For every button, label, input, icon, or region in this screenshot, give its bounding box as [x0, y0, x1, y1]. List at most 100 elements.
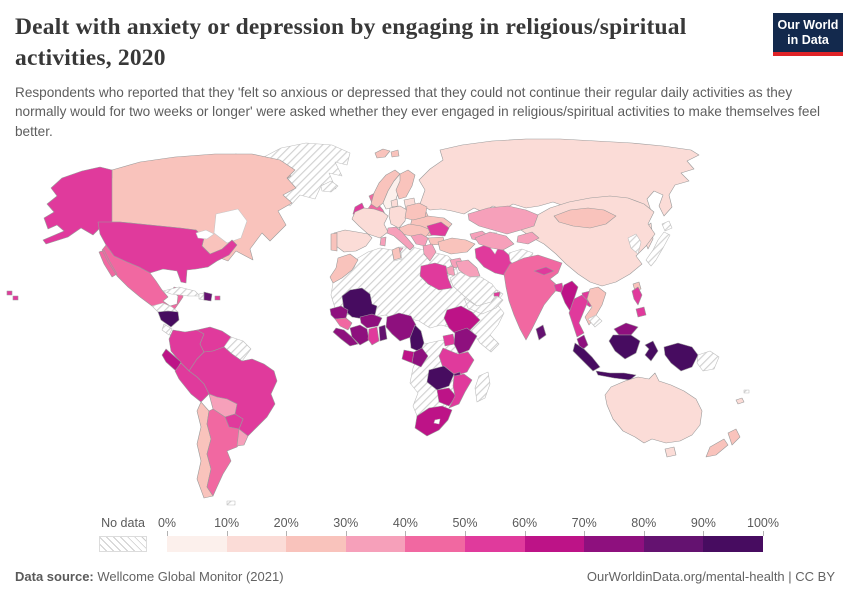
map-region-ghana[interactable]: [367, 326, 380, 346]
legend-segment-30-40%[interactable]: [345, 536, 406, 552]
legend-tick-label: 30%: [333, 516, 359, 530]
map-region-alaska[interactable]: [42, 166, 113, 245]
map-region-dominican-republic[interactable]: [203, 291, 213, 302]
legend-segment-80-90%[interactable]: [643, 536, 704, 552]
legend-segment-50-60%[interactable]: [464, 536, 525, 552]
map-region-germany[interactable]: [388, 205, 408, 229]
legend-segment-60-70%[interactable]: [524, 536, 585, 552]
data-source-value: Wellcome Global Monitor (2021): [93, 569, 284, 584]
map-region-australia[interactable]: [604, 372, 703, 458]
legend-segment-40-50%[interactable]: [405, 536, 465, 552]
map-region-turkey[interactable]: [437, 237, 476, 255]
map-region-uruguay[interactable]: [236, 428, 249, 447]
map-region-portugal[interactable]: [330, 232, 338, 252]
legend-tick-label: 10%: [214, 516, 240, 530]
legend-segment-0-10%[interactable]: [167, 536, 227, 552]
map-region-zambia[interactable]: [426, 365, 455, 391]
map-region-nepal[interactable]: [533, 266, 555, 276]
map-region-argentina[interactable]: [206, 408, 246, 497]
map-region-puerto-rico[interactable]: [214, 295, 221, 301]
data-source: Data source: Wellcome Global Monitor (20…: [15, 569, 284, 584]
legend-bar: [167, 536, 763, 552]
map-region-philippines[interactable]: [631, 286, 647, 318]
owid-logo[interactable]: Our World in Data: [773, 13, 843, 56]
map-region-peru[interactable]: [174, 362, 210, 403]
world-choropleth-map: [6, 138, 750, 506]
map-region-sri-lanka[interactable]: [535, 324, 547, 341]
map-region-ethiopia[interactable]: [443, 305, 481, 337]
map-region-fiji[interactable]: [743, 389, 750, 394]
map-region-iraq[interactable]: [455, 259, 481, 278]
map-region-new-zealand[interactable]: [705, 428, 741, 458]
map-region-togo-benin[interactable]: [378, 324, 388, 342]
map-region-svalbard[interactable]: [374, 148, 400, 159]
map-region-ecuador[interactable]: [161, 348, 182, 372]
map-region-kazakhstan[interactable]: [467, 205, 539, 235]
legend-segment-90-100%[interactable]: [703, 536, 763, 552]
legend-tick-label: 50%: [452, 516, 478, 530]
map-region-sierra-leone-liberia[interactable]: [332, 327, 359, 347]
map-region-koreas[interactable]: [627, 233, 642, 255]
map-region-kyrgyzstan-tajikistan[interactable]: [516, 231, 540, 245]
map-region-morocco[interactable]: [329, 253, 359, 284]
legend-tick-mark: [345, 531, 347, 536]
map-region-india[interactable]: [503, 254, 563, 341]
map-region-hawaii[interactable]: [6, 290, 19, 301]
map-region-tunisia[interactable]: [391, 246, 402, 261]
map-region-poland[interactable]: [404, 202, 428, 221]
map-region-uganda[interactable]: [442, 333, 456, 347]
map-region-france[interactable]: [351, 207, 389, 239]
map-region-falklands[interactable]: [226, 500, 236, 506]
chart-subtitle: Respondents who reported that they 'felt…: [15, 85, 821, 139]
legend-tick-label: 100%: [747, 516, 779, 530]
legend-segment-70-80%[interactable]: [584, 536, 644, 552]
map-region-japan[interactable]: [645, 220, 673, 267]
legend-tick-label: 0%: [157, 516, 177, 530]
map-region-indonesia[interactable]: [572, 334, 699, 386]
map-region-yemen-oman[interactable]: [463, 295, 504, 315]
owid-logo-line1: Our World: [777, 18, 839, 33]
map-region-south-africa[interactable]: [414, 405, 453, 437]
map-region-uzbekistan-turkmenistan[interactable]: [474, 231, 515, 251]
map-region-kenya[interactable]: [453, 327, 478, 355]
legend-tick-mark: [524, 531, 526, 536]
legend-tick-mark: [405, 531, 407, 536]
legend-tick-mark: [226, 531, 228, 536]
map-region-cuba[interactable]: [162, 286, 201, 297]
map-region-saudi-arabia[interactable]: [449, 271, 499, 307]
map-region-finland[interactable]: [395, 169, 416, 200]
map-region-spain[interactable]: [333, 229, 373, 253]
lesotho: [433, 418, 441, 425]
legend-segment-10-20%[interactable]: [226, 536, 287, 552]
map-region-china[interactable]: [520, 195, 656, 287]
legend-tick-label: 90%: [690, 516, 716, 530]
map-region-cameroon[interactable]: [409, 324, 425, 353]
footer-link[interactable]: OurWorldinData.org/mental-health | CC BY: [586, 569, 835, 584]
map-region-nicaragua[interactable]: [157, 310, 180, 328]
map-region-thailand[interactable]: [568, 294, 589, 338]
map-region-guinea[interactable]: [334, 317, 353, 331]
map-region-mongolia[interactable]: [553, 207, 617, 229]
map-region-iceland[interactable]: [320, 180, 339, 193]
legend-tick-mark: [286, 531, 288, 536]
map-region-egypt[interactable]: [419, 262, 453, 291]
map-region-denmark[interactable]: [390, 198, 399, 208]
map-region-costa-rica[interactable]: [161, 323, 173, 336]
legend-no-data-swatch[interactable]: [99, 536, 147, 552]
map-region-balkans[interactable]: [410, 233, 429, 247]
map-region-png[interactable]: [696, 350, 720, 372]
legend-segment-20-30%[interactable]: [286, 536, 346, 552]
map-region-mali[interactable]: [341, 287, 378, 320]
map-region-mozambique[interactable]: [448, 373, 473, 409]
legend-tick-label: 70%: [571, 516, 597, 530]
map-region-haiti[interactable]: [198, 292, 205, 301]
map-region-burkina-faso[interactable]: [359, 313, 383, 329]
map-region-new-caledonia[interactable]: [735, 397, 745, 405]
map-region-congo[interactable]: [411, 347, 429, 368]
map-region-romania[interactable]: [426, 221, 450, 237]
page-title: Dealt with anxiety or depression by enga…: [15, 14, 687, 71]
map-region-greece[interactable]: [422, 243, 437, 262]
legend-tick-mark: [703, 531, 705, 536]
map-region-madagascar[interactable]: [474, 371, 491, 403]
map-region-cambodia[interactable]: [587, 314, 603, 328]
